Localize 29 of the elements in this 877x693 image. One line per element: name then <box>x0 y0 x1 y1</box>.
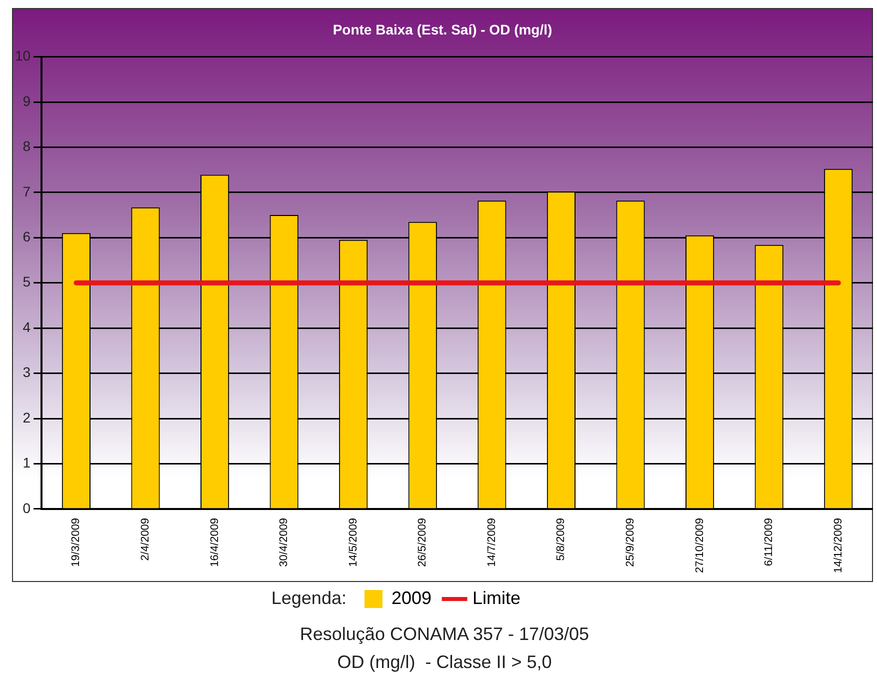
y-tick-label: 7 <box>22 183 31 200</box>
x-tick-label: 5/8/2009 <box>555 518 568 561</box>
y-tick-label: 9 <box>22 92 31 109</box>
chart-title: Ponte Baixa (Est. Saí) - OD (mg/l) <box>332 21 552 38</box>
x-tick-label: 16/4/2009 <box>208 518 221 567</box>
x-tick-label: 26/5/2009 <box>416 518 429 567</box>
x-tick-label: 27/10/2009 <box>694 518 706 574</box>
y-tick-label: 3 <box>22 364 31 380</box>
x-tick-label: 6/11/2009 <box>763 518 776 566</box>
x-tick-label: 14/7/2009 <box>486 518 498 567</box>
y-tick-label: 10 <box>14 48 31 64</box>
x-tick-label: 19/3/2009 <box>70 518 82 567</box>
legend-title: Legenda: <box>271 588 346 608</box>
y-tick-label: 0 <box>22 500 31 516</box>
legend-label: Limite <box>472 588 521 608</box>
legend-label: 2009 <box>391 588 432 608</box>
y-tick-label: 6 <box>22 228 31 245</box>
text: Resolução CONAMA 357 - 17/03/05 <box>298 623 590 646</box>
x-tick-label: 14/12/2009 <box>832 518 844 574</box>
x-tick-label: 25/9/2009 <box>624 518 637 567</box>
x-tick-label: 2/4/2009 <box>140 518 152 561</box>
y-tick-label: 8 <box>22 138 31 154</box>
x-tick-label: 14/5/2009 <box>347 518 360 567</box>
x-tick-label: 30/4/2009 <box>278 518 290 567</box>
y-tick-label: 2 <box>22 409 31 426</box>
y-tick-label: 5 <box>22 274 31 290</box>
text: OD (mg/l) - Classe II > 5,0 <box>336 651 553 674</box>
y-tick-label: 1 <box>22 454 31 471</box>
y-tick-label: 4 <box>22 318 31 335</box>
